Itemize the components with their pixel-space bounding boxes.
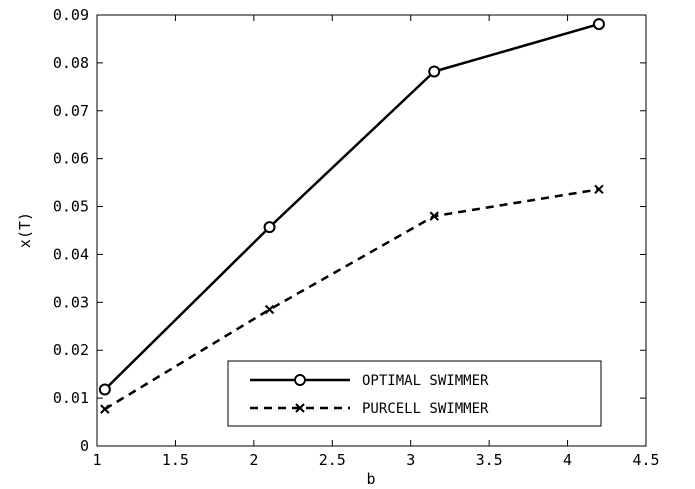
series-line-0 xyxy=(103,22,600,391)
series-line-1 xyxy=(104,188,600,411)
series-0-point xyxy=(98,383,111,396)
x-tick-label: 2.5 xyxy=(319,451,346,469)
x-tick-label: 2 xyxy=(249,451,258,469)
series-layer xyxy=(98,18,605,414)
x-tick-label: 1 xyxy=(92,451,101,469)
x-tick-label: 3 xyxy=(406,451,415,469)
axes-box xyxy=(96,14,647,447)
y-tick-label: 0.05 xyxy=(53,198,89,216)
y-tick-label: 0.03 xyxy=(53,293,89,311)
x-axis-label: b xyxy=(366,470,375,488)
legend: OPTIMAL SWIMMER PURCELL SWIMMER xyxy=(227,360,602,427)
y-tick-label: 0.07 xyxy=(53,102,89,120)
series-1-point xyxy=(429,211,439,221)
x-marker-stroke xyxy=(594,184,604,195)
series-1-point xyxy=(594,184,604,195)
y-tick-label: 0 xyxy=(80,437,89,455)
y-axis-label: x(T) xyxy=(16,212,34,248)
legend-label-purcell: PURCELL SWIMMER xyxy=(362,401,489,417)
ticks: 1 1.5 2 2.5 3 3.5 4 4.5 0 0.01 0.02 0.03 0.04 0.05 0.0… xyxy=(53,6,660,469)
x-tick-label: 3.5 xyxy=(476,451,503,469)
x-tick-label: 4.5 xyxy=(632,451,659,469)
x-marker-stroke xyxy=(264,304,275,315)
y-tick-label: 0.04 xyxy=(53,245,89,263)
y-tick-label: 0.08 xyxy=(53,54,89,72)
x-tick-label: 1.5 xyxy=(162,451,189,469)
series-0-point xyxy=(263,221,276,234)
y-tick-label: 0.06 xyxy=(53,150,89,168)
series-0-point xyxy=(592,18,605,31)
y-tick-label: 0.09 xyxy=(53,6,89,24)
plot-area: 1 1.5 2 2.5 3 3.5 4 4.5 0 0.01 0.02 0.03 0.04 0.05 0.0… xyxy=(53,6,660,469)
legend-label-optimal: OPTIMAL SWIMMER xyxy=(362,373,489,389)
x-tick-label: 4 xyxy=(563,451,572,469)
y-tick-label: 0.02 xyxy=(53,341,89,359)
x-marker-stroke xyxy=(429,211,439,221)
legend-marker-optimal xyxy=(294,374,306,386)
series-0-point xyxy=(428,65,441,78)
series-1-point xyxy=(264,304,275,315)
x-marker-stroke xyxy=(100,404,110,414)
y-tick-label: 0.01 xyxy=(53,389,89,407)
series-1-point xyxy=(100,404,110,414)
legend-box xyxy=(227,360,602,427)
legend-marker-purcell xyxy=(295,403,305,413)
